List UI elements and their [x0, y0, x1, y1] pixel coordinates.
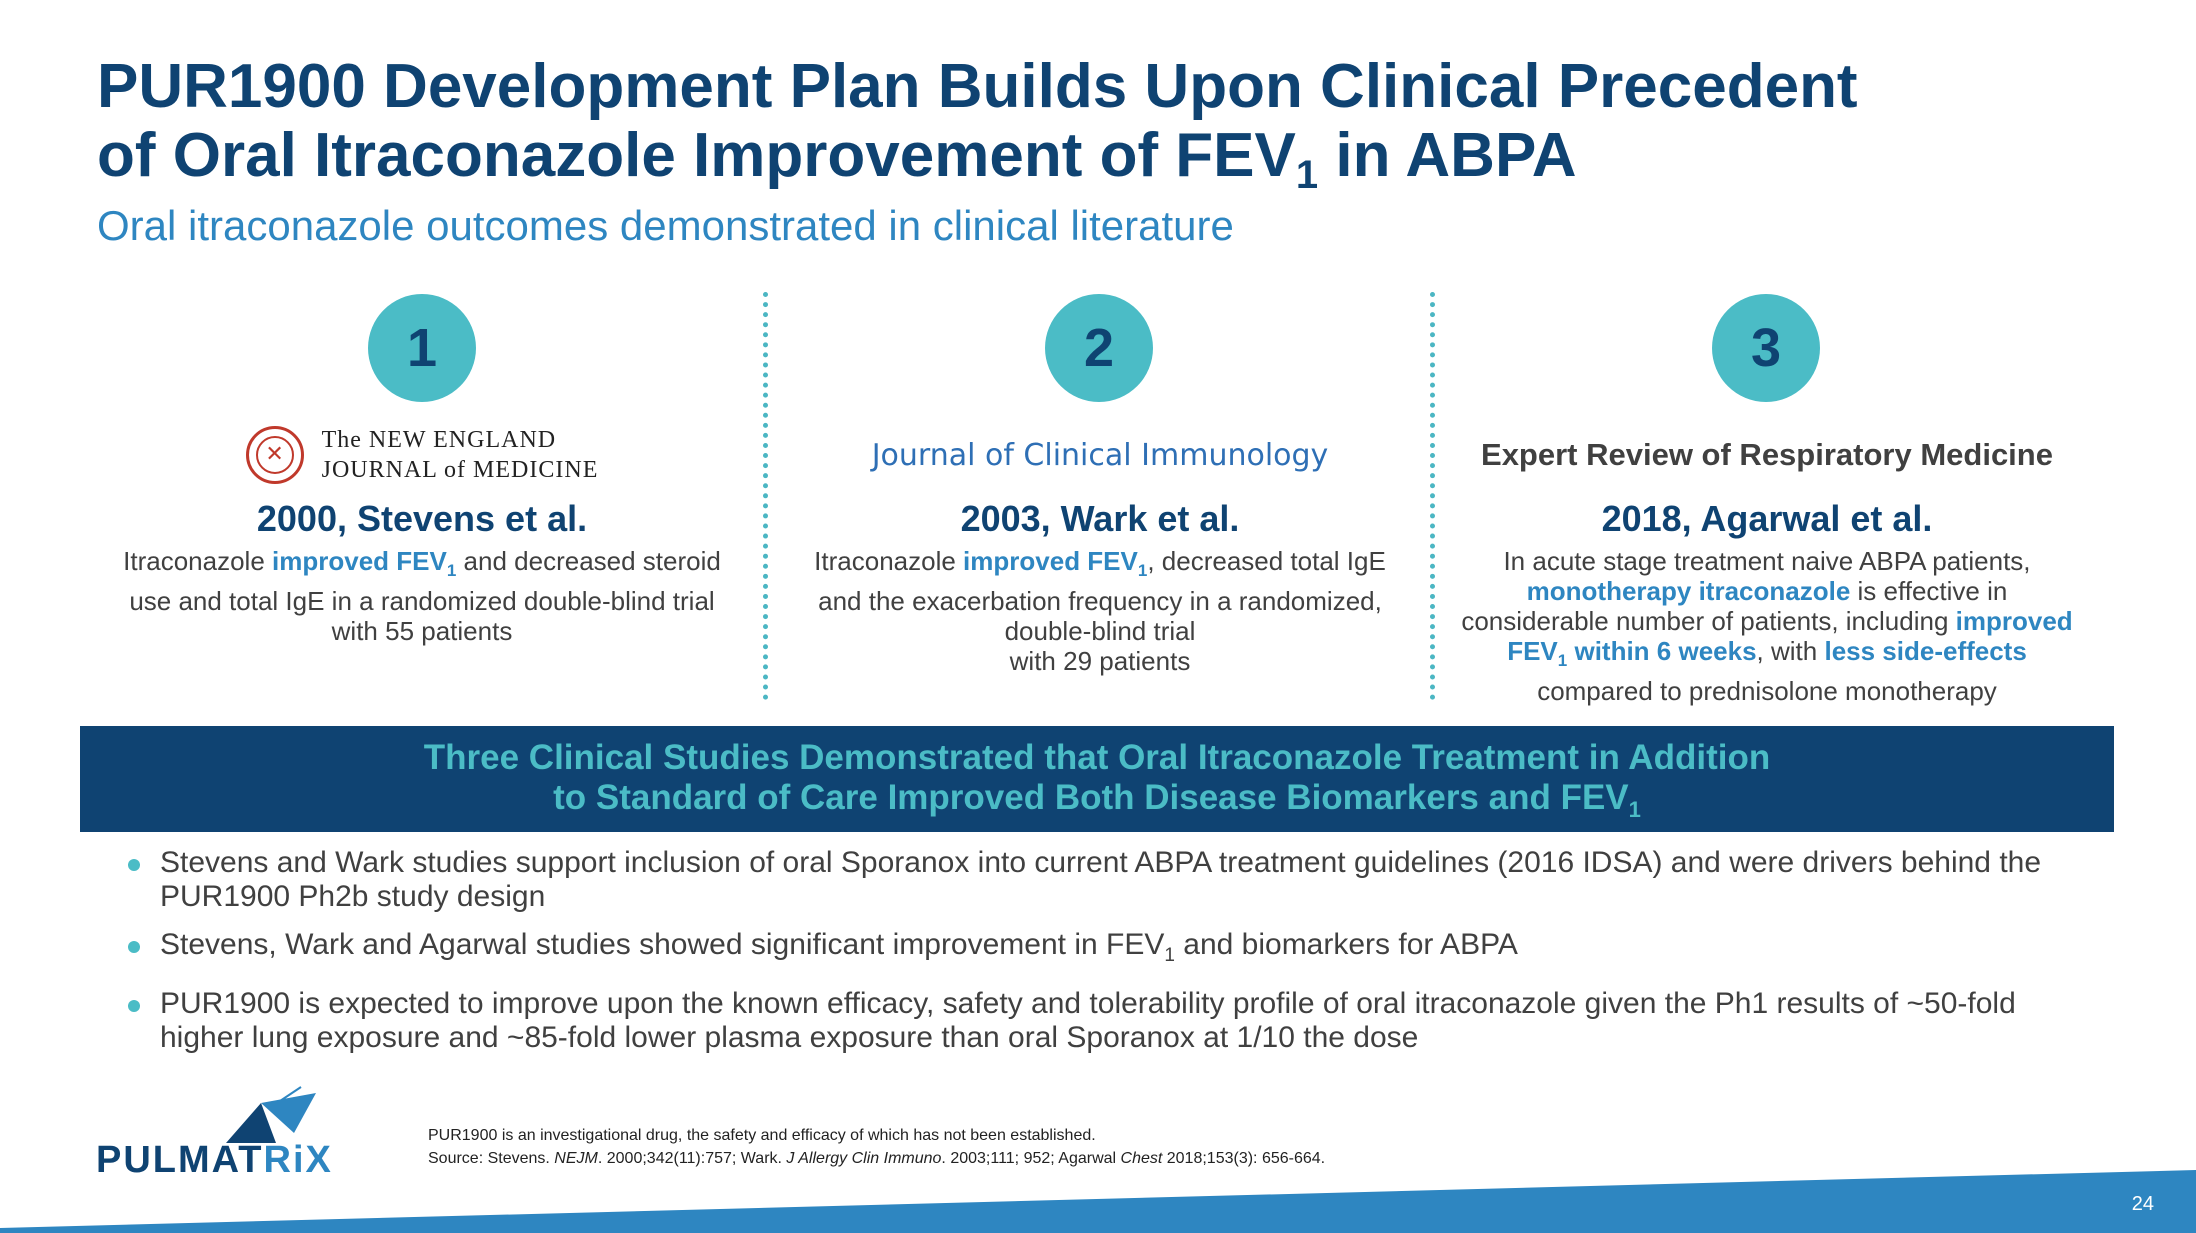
title-line-1: PUR1900 Development Plan Builds Upon Cli…: [97, 52, 1858, 121]
journal-logo-jci: Journal of Clinical Immunology: [790, 420, 1410, 490]
banner-line-2: to Standard of Care Improved Both Diseas…: [553, 778, 1641, 822]
study-column-3: Expert Review of Respiratory Medicine 20…: [1457, 420, 2077, 706]
bullet-dot-icon: [128, 1000, 140, 1012]
column-divider: [1430, 292, 1435, 700]
summary-banner: Three Clinical Studies Demonstrated that…: [80, 726, 2114, 832]
title-line-2-end: in ABPA: [1318, 121, 1577, 190]
pulmatrix-mark-icon: [226, 1086, 316, 1143]
citation: 2000, Stevens et al.: [256, 498, 588, 539]
study-column-1: The NEW ENGLAND JOURNAL of MEDICINE 2000…: [112, 420, 732, 646]
footer-bar: [0, 1170, 2196, 1233]
nejm-line-1: The NEW ENGLAND: [321, 427, 557, 453]
nejm-line-2: JOURNAL of MEDICINE: [321, 457, 599, 483]
footnote-disclaimer: PUR1900 is an investigational drug, the …: [428, 1127, 1096, 1144]
journal-logo-nejm: The NEW ENGLAND JOURNAL of MEDICINE: [112, 420, 732, 490]
bullet-item: Stevens and Wark studies support inclusi…: [128, 846, 2078, 914]
footnote: PUR1900 is an investigational drug, the …: [428, 1124, 1325, 1170]
study-column-2: Journal of Clinical Immunology 2003, War…: [790, 420, 1410, 677]
footnote-sources: Source: Stevens. NEJM. 2000;342(11):757;…: [428, 1150, 1326, 1167]
step-number-3: 3: [1712, 294, 1820, 402]
title-line-2: of Oral Itraconazole Improvement of FEV1…: [97, 121, 2097, 195]
bullet-dot-icon: [128, 859, 140, 871]
citation: 2003, Wark et al.: [960, 498, 1240, 539]
study-description: Itraconazole improved FEV1, decreased to…: [814, 546, 1386, 677]
step-number-2: 2: [1045, 294, 1153, 402]
nejm-seal-icon: [245, 426, 304, 484]
page-subtitle: Oral itraconazole outcomes demonstrated …: [97, 202, 1234, 249]
journal-name: Journal of Clinical Immunology: [871, 437, 1329, 473]
page-title: PUR1900 Development Plan Builds Upon Cli…: [97, 52, 2097, 195]
title-subscript: 1: [1295, 153, 1319, 197]
logo-wordmark: PULMATRiX: [96, 1139, 333, 1181]
study-description: Itraconazole improved FEV1 and decreased…: [123, 546, 721, 647]
page-number: 24: [2131, 1193, 2154, 1215]
key-points-list: Stevens and Wark studies support inclusi…: [128, 846, 2078, 1069]
journal-name: Expert Review of Respiratory Medicine: [1481, 437, 2053, 472]
study-description: In acute stage treatment naive ABPA pati…: [1461, 546, 2073, 707]
step-number-1: 1: [368, 294, 476, 402]
column-divider: [763, 292, 768, 700]
bullet-item: Stevens, Wark and Agarwal studies showed…: [128, 928, 2078, 973]
bullet-item: PUR1900 is expected to improve upon the …: [128, 987, 2078, 1055]
citation: 2018, Agarwal et al.: [1601, 498, 1933, 539]
bullet-dot-icon: [128, 941, 140, 953]
title-line-2-text: of Oral Itraconazole Improvement of FEV: [97, 121, 1296, 190]
banner-line-1: Three Clinical Studies Demonstrated that…: [423, 738, 1771, 777]
journal-logo-erm: Expert Review of Respiratory Medicine: [1457, 420, 2077, 490]
